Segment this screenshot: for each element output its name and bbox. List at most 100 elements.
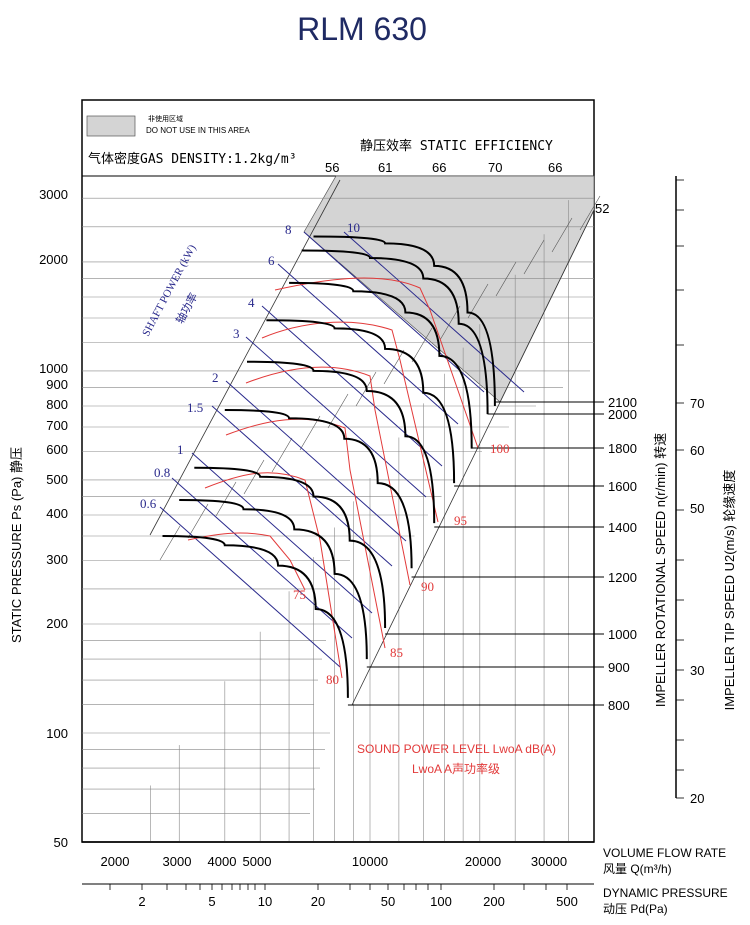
- x2-tick: 200: [483, 894, 505, 909]
- power-value: 6: [268, 253, 275, 268]
- speed-axis: 2100 2000 1800 1600 1400 1200 1000 900 8…: [608, 395, 637, 713]
- sound-power-label: SOUND POWER LEVEL LwoA dB(A): [357, 742, 556, 756]
- efficiency-tick-66b: 66: [548, 160, 562, 175]
- gas-density-label: 气体密度GAS DENSITY:1.2kg/m³: [88, 151, 297, 167]
- y-tick: 600: [46, 442, 68, 457]
- x2-tick: 10: [258, 894, 272, 909]
- speed-curve-900: [179, 499, 368, 660]
- x-axis-label: VOLUME FLOW RATE: [603, 846, 726, 860]
- x2-tick: 2: [138, 894, 145, 909]
- y-tick: 50: [54, 835, 68, 850]
- power-line: [225, 380, 407, 542]
- speed-curve-1800: [289, 281, 473, 449]
- y-tick: 900: [46, 377, 68, 392]
- dyn-pressure-line: [579, 195, 601, 231]
- speed-curve-1200: [224, 409, 413, 569]
- x-tick: 30000: [531, 854, 567, 869]
- sound-value: 95: [454, 513, 467, 528]
- rotation-speed-label: IMPELLER ROTATIONAL SPEED n(r/min) 转速: [653, 433, 668, 707]
- efficiency-tick-70: 70: [488, 160, 502, 175]
- x-axis-label-cn: 风量 Q(m³/h): [603, 862, 672, 876]
- y-tick: 400: [46, 506, 68, 521]
- speed-curve-1000: [194, 466, 387, 629]
- sound-curve: [187, 532, 306, 591]
- sound-curve: [274, 277, 479, 449]
- dyn-pressure-line: [271, 437, 293, 473]
- tip-speed-tick: 20: [690, 791, 704, 806]
- shaft-power-label-en: SHAFT POWER (kW): [140, 243, 199, 339]
- sound-value: 80: [326, 672, 339, 687]
- efficiency-tick-61: 61: [378, 160, 392, 175]
- power-line: [277, 263, 459, 425]
- rpm-label: 1600: [608, 479, 637, 494]
- speed-curve-1600: [266, 319, 456, 484]
- efficiency-tick-66: 66: [432, 160, 446, 175]
- x2-axis-label: DYNAMIC PRESSURE: [603, 886, 728, 900]
- power-line: [159, 506, 341, 668]
- tip-speed-axis: 70 60 50 30 20: [690, 396, 704, 806]
- speed-curves: [162, 235, 496, 698]
- x-tick: 5000: [243, 854, 272, 869]
- x-tick: 20000: [465, 854, 501, 869]
- x2-minor-ticks: [109, 884, 568, 890]
- sound-power-label-2: LwoA A声功率级: [412, 761, 500, 776]
- y-tick: 1000: [39, 361, 68, 376]
- y-tick: 500: [46, 472, 68, 487]
- field-boundary-left: [149, 179, 341, 536]
- tip-speed-tick: 30: [690, 663, 704, 678]
- shaft-power-values: 8 10 6 4 3 2 1.5 1 0.8 0.6: [140, 220, 360, 511]
- field-boundary-right: [351, 209, 595, 706]
- dyn-pressure-line: [159, 525, 181, 561]
- dyn-pressure-line: [523, 239, 545, 275]
- rpm-label: 1400: [608, 520, 637, 535]
- sound-level-values: 100 95 90 85 80 75: [293, 441, 510, 687]
- sound-value: 100: [490, 441, 510, 456]
- speed-curve-2000: [301, 249, 489, 415]
- dyn-pressure-line: [327, 393, 349, 429]
- dyn-pressure-line: [411, 327, 433, 363]
- power-value: 4: [248, 295, 255, 310]
- no-use-label-cn: 非使用区域: [148, 114, 183, 123]
- y-tick: 2000: [39, 252, 68, 267]
- no-use-swatch: [86, 115, 136, 137]
- power-value: 0.6: [140, 496, 157, 511]
- dyn-pressure-line: [551, 217, 573, 253]
- power-line: [245, 336, 427, 498]
- y-tick: 3000: [39, 187, 68, 202]
- y-tick: 300: [46, 552, 68, 567]
- sound-value: 90: [421, 579, 434, 594]
- power-line: [303, 231, 485, 393]
- power-line: [171, 477, 353, 639]
- speed-curve-1400: [246, 360, 436, 524]
- power-value: 2: [212, 370, 219, 385]
- rpm-label: 1800: [608, 441, 637, 456]
- x-tick: 4000: [208, 854, 237, 869]
- x2-tick: 100: [430, 894, 452, 909]
- static-efficiency-label: 静压效率 STATIC EFFICIENCY: [360, 138, 553, 154]
- power-value: 10: [347, 220, 360, 235]
- dynamic-pressure-lines: [159, 195, 601, 561]
- rpm-label: 2100: [608, 395, 637, 410]
- y-axis: 3000 2000 1000 900 800 700 600 500 400 3…: [39, 187, 68, 850]
- power-line: [211, 405, 393, 567]
- x-tick: 3000: [163, 854, 192, 869]
- tip-speed-tick: 60: [690, 443, 704, 458]
- shaft-power-lines: [159, 231, 525, 668]
- dyn-pressure-line: [439, 305, 461, 341]
- x2-axis-label-cn: 动压 Pd(Pa): [603, 902, 668, 916]
- y-axis-label: STATIC PRESSURE Ps (Pa) 静压: [9, 447, 24, 643]
- tip-speed-label: IMPELLER TIP SPEED U2(m/s) 轮缘速度: [722, 470, 737, 711]
- rpm-label: 1000: [608, 627, 637, 642]
- sound-level-curves: [187, 277, 479, 679]
- speed-leader-lines: [347, 401, 604, 706]
- y-tick: 800: [46, 397, 68, 412]
- x-tick: 2000: [101, 854, 130, 869]
- tip-speed-ticks: [676, 179, 684, 799]
- dyn-pressure-line: [243, 459, 265, 495]
- x2-tick: 50: [381, 894, 395, 909]
- power-line: [191, 452, 373, 614]
- power-line: [261, 305, 443, 467]
- dyn-pressure-line: [187, 503, 209, 539]
- tip-speed-tick: 50: [690, 501, 704, 516]
- x2-tick: 500: [556, 894, 578, 909]
